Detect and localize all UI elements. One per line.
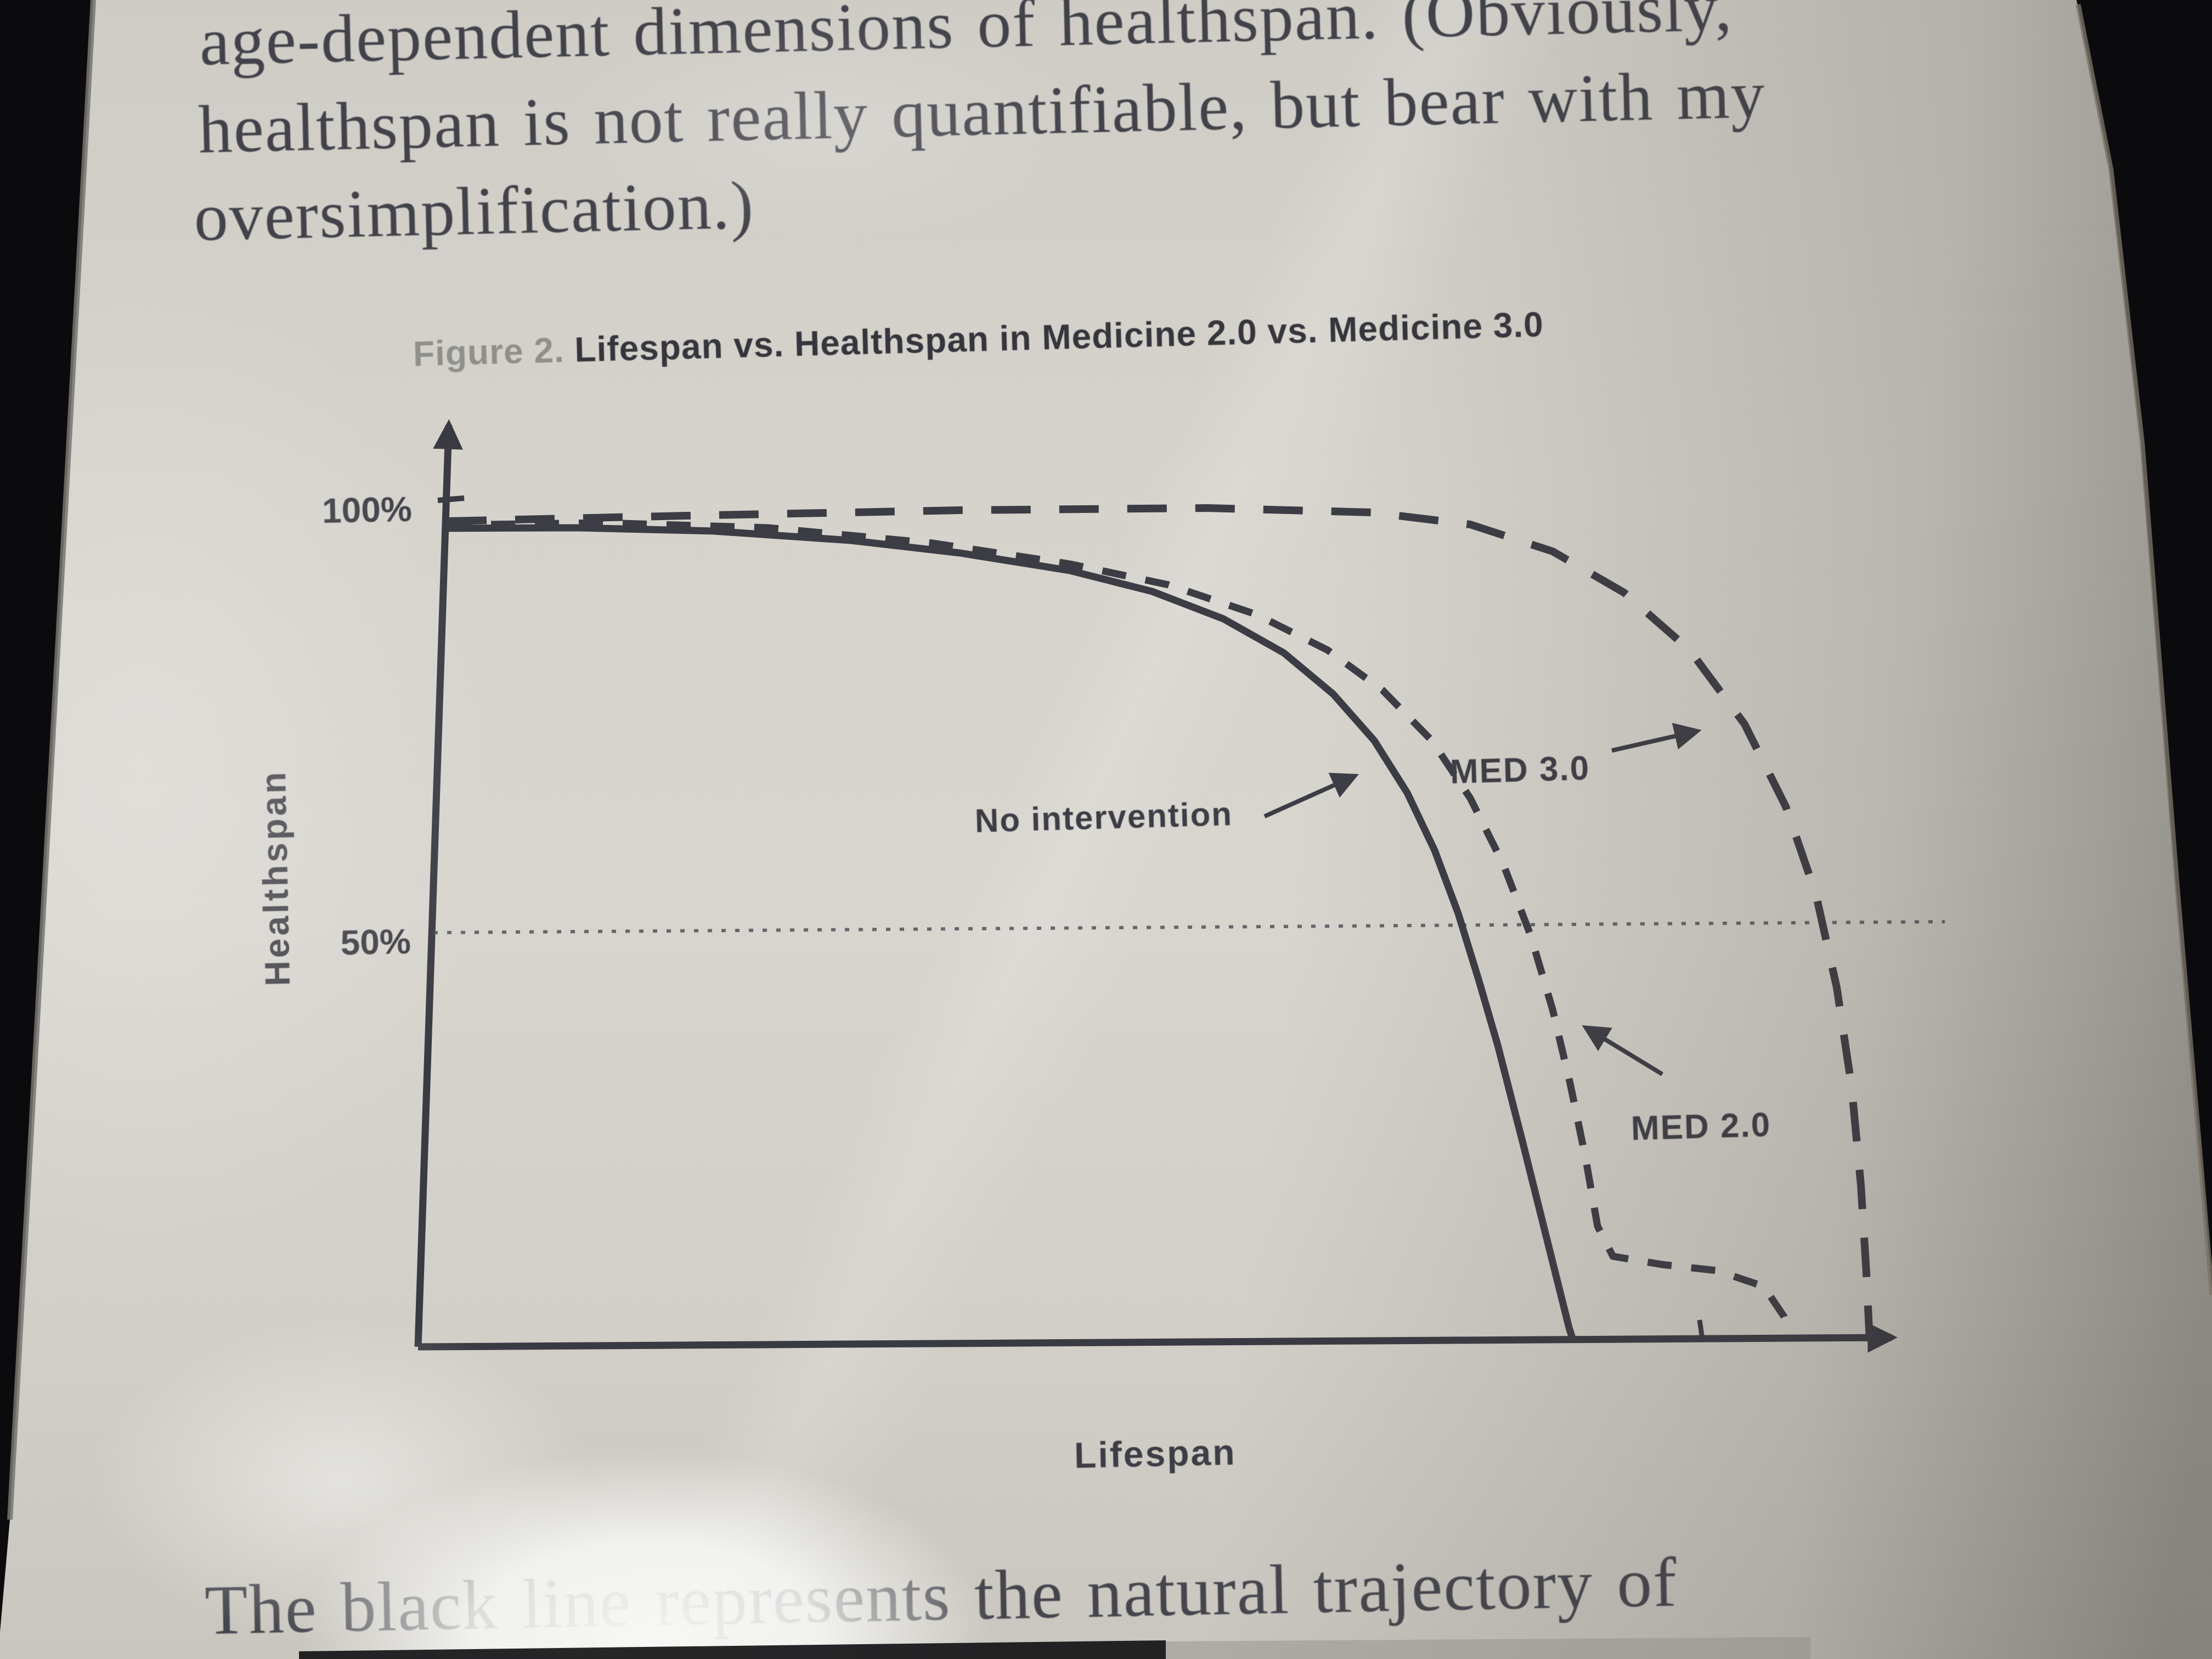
x-tick-mark: [1697, 1319, 1705, 1340]
med3-arrow: [1611, 723, 1702, 753]
paragraph-top-line-3: oversimplification.): [193, 167, 755, 255]
annotation-med-2-0: MED 2.0: [1630, 1105, 1772, 1148]
annotation-no-intervention: No intervention: [974, 795, 1233, 839]
annotation-med-3-0: MED 3.0: [1449, 749, 1591, 791]
x-axis: [417, 1322, 1898, 1353]
y-tick-100-mark: [437, 495, 465, 503]
curve-med-2-0: [447, 519, 1793, 1339]
x-axis-title: Lifespan: [1074, 1431, 1237, 1476]
y-axis: [414, 419, 463, 1347]
figure-caption-prefix: Figure 2.: [413, 330, 565, 374]
curve-no-intervention: [445, 524, 1577, 1342]
y-axis-title: Healthspan: [253, 769, 298, 987]
no-intervention-arrow: [1263, 772, 1359, 819]
fifty-percent-gridline: [433, 920, 1945, 934]
med2-arrow: [1582, 1025, 1664, 1076]
y-tick-label-100: 100%: [321, 489, 413, 531]
